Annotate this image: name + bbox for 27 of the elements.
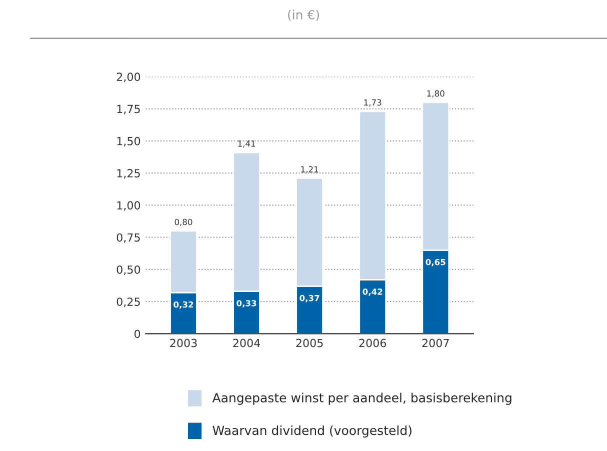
y-tick-label: 1,25 — [117, 169, 140, 179]
total-label: 1,21 — [301, 166, 318, 174]
y-tick-label: 1,00 — [117, 201, 140, 211]
legend-label: Aangepaste winst per aandeel, basisberekening — [212, 392, 512, 405]
data-label: 0,37 — [300, 294, 320, 302]
data-label: 0,42 — [362, 288, 382, 296]
total-label: 0,80 — [174, 218, 192, 226]
data-label: 0,33 — [236, 300, 256, 308]
chart-title: (in €) — [288, 10, 319, 21]
y-tick-label: 0,25 — [116, 298, 140, 308]
total-label: 1,73 — [364, 99, 382, 106]
y-tick-label: 2,00 — [116, 72, 140, 82]
y-tick-label: 1,75 — [117, 104, 140, 114]
y-tick-label: 0,50 — [116, 265, 140, 275]
data-label: 0,65 — [426, 258, 446, 266]
y-tick-label: 1,50 — [117, 136, 140, 146]
x-tick-label: 2006 — [359, 338, 386, 348]
x-tick-label: 2007 — [422, 338, 449, 348]
y-tick-label: 0,75 — [116, 233, 140, 243]
total-label: 1,80 — [427, 90, 444, 98]
total-label: 1,41 — [238, 140, 256, 148]
data-label: 0,32 — [174, 301, 194, 309]
x-tick-label: 2003 — [170, 338, 197, 348]
x-tick-label: 2004 — [233, 338, 260, 348]
legend-label: Waarvan dividend (voorgesteld) — [212, 425, 412, 438]
y-tick-label: 0 — [134, 330, 140, 338]
x-tick-label: 2005 — [296, 338, 323, 348]
